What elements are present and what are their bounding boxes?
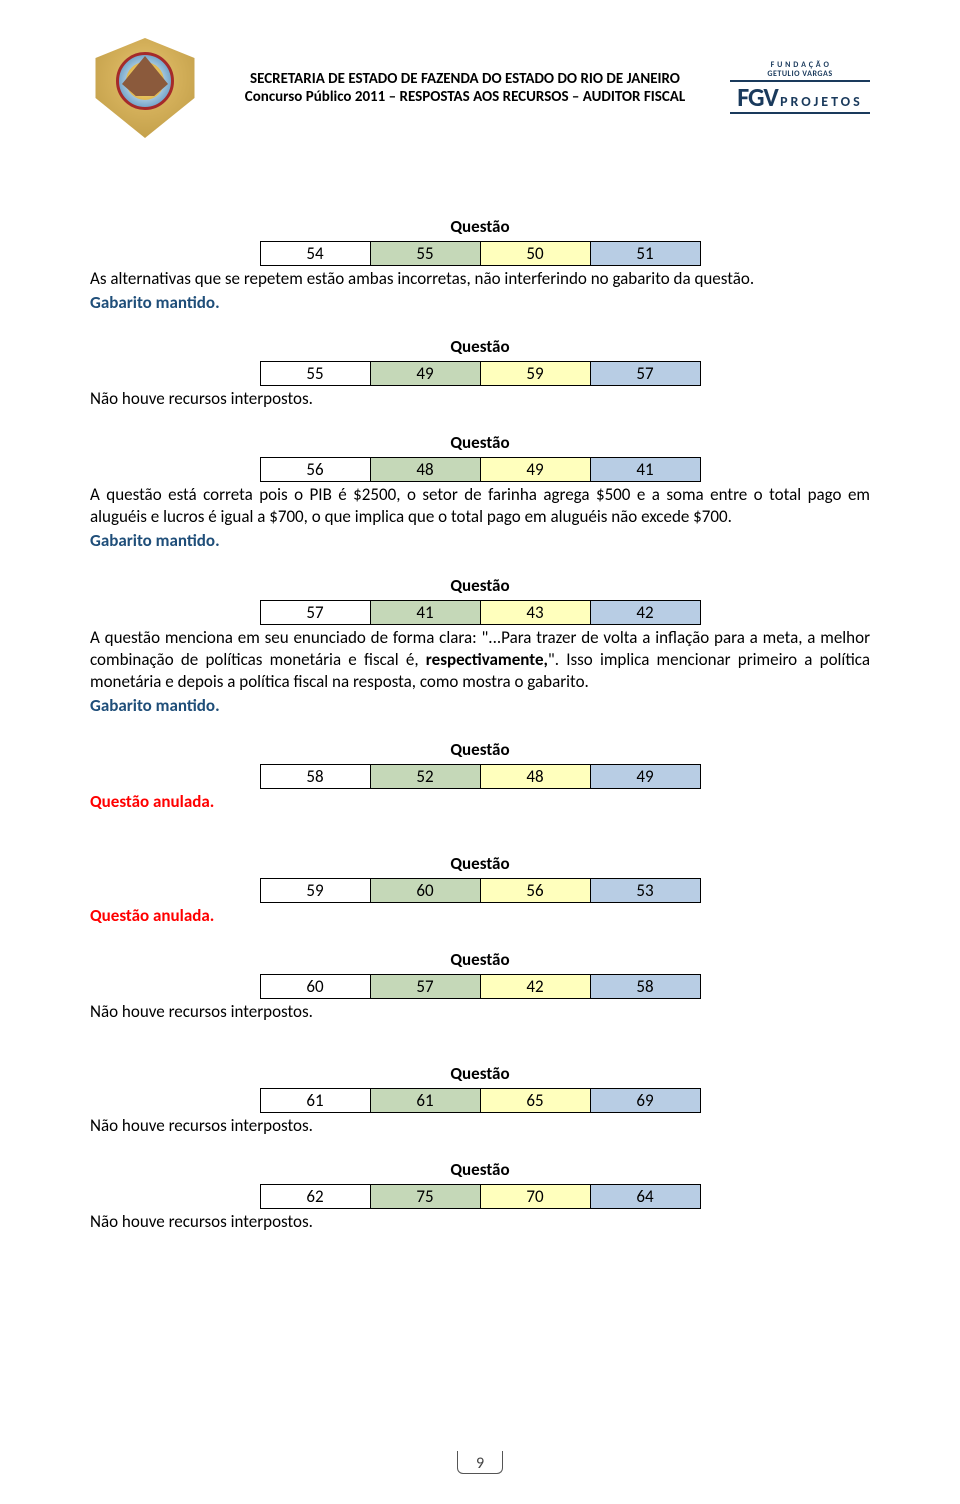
page-number: 9 (457, 1451, 503, 1474)
question-cell: 58 (260, 764, 370, 788)
no-resources-label: Não houve recursos interpostos. (90, 388, 870, 410)
question-table: 55495957 (260, 361, 701, 386)
question-label: Questão (90, 853, 870, 874)
question-cell: 56 (260, 458, 370, 482)
question-table: 58524849 (260, 764, 701, 789)
question-block: Questão 59605653Questão anulada. (90, 853, 870, 927)
question-cell: 53 (590, 879, 700, 903)
question-cell: 58 (590, 975, 700, 999)
question-table: 54555051 (260, 241, 701, 266)
question-cell: 69 (590, 1089, 700, 1113)
fgv-logo: F U N D A Ç Ã O GETULIO VARGAS FGV PROJE… (730, 61, 870, 115)
question-cell: 57 (370, 975, 480, 999)
question-cell: 57 (260, 600, 370, 624)
question-block: Questão58524849Questão anulada. (90, 739, 870, 813)
question-cell: 56 (480, 879, 590, 903)
question-cell: 51 (590, 242, 700, 266)
question-block: Questão57414342A questão menciona em seu… (90, 575, 870, 717)
question-block: Questão 54555051As alternativas que se re… (90, 216, 870, 314)
question-cell: 65 (480, 1089, 590, 1113)
document-body: Questão54555051As alternativas que se re… (90, 216, 870, 1233)
maintained-label: Gabarito mantido. (90, 695, 870, 717)
question-block: Questão61616569Não houve recursos interp… (90, 1063, 870, 1137)
question-cell: 60 (260, 975, 370, 999)
page-footer: 9 (0, 1451, 960, 1474)
question-cell: 75 (370, 1185, 480, 1209)
question-table: 61616569 (260, 1088, 701, 1113)
maintained-label: Gabarito mantido. (90, 292, 870, 314)
annulled-label: Questão anulada. (90, 905, 870, 927)
question-block: Questão 62757064Não houve recursos interp… (90, 1159, 870, 1233)
question-cell: 60 (370, 879, 480, 903)
question-cell: 55 (260, 362, 370, 386)
question-block: Questão 56484941A questão está correta po… (90, 432, 870, 552)
question-cell: 64 (590, 1185, 700, 1209)
question-cell: 42 (590, 600, 700, 624)
question-cell: 50 (480, 242, 590, 266)
header-line1: SECRETARIA DE ESTADO DE FAZENDA DO ESTAD… (210, 70, 720, 88)
question-cell: 48 (480, 764, 590, 788)
question-cell: 49 (590, 764, 700, 788)
question-label: Questão (90, 336, 870, 357)
question-cell: 49 (370, 362, 480, 386)
question-label: Questão (90, 739, 870, 760)
question-cell: 61 (260, 1089, 370, 1113)
question-label: Questão (90, 575, 870, 596)
question-table: 57414342 (260, 600, 701, 625)
question-cell: 48 (370, 458, 480, 482)
question-label: Questão (90, 216, 870, 237)
header-title: SECRETARIA DE ESTADO DE FAZENDA DO ESTAD… (200, 70, 730, 106)
question-block: Questão 60574258Não houve recursos interp… (90, 949, 870, 1023)
annulled-label: Questão anulada. (90, 791, 870, 813)
question-cell: 43 (480, 600, 590, 624)
question-cell: 41 (590, 458, 700, 482)
question-cell: 55 (370, 242, 480, 266)
no-resources-label: Não houve recursos interpostos. (90, 1115, 870, 1137)
question-label: Questão (90, 1063, 870, 1084)
no-resources-label: Não houve recursos interpostos. (90, 1001, 870, 1023)
no-resources-label: Não houve recursos interpostos. (90, 1211, 870, 1233)
question-cell: 59 (480, 362, 590, 386)
question-cell: 41 (370, 600, 480, 624)
header-line2: Concurso Público 2011 – RESPOSTAS AOS RE… (210, 88, 720, 106)
state-seal-logo (90, 38, 200, 138)
question-description: As alternativas que se repetem estão amb… (90, 268, 870, 290)
question-description: A questão menciona em seu enunciado de f… (90, 627, 870, 693)
question-block: Questão 55495957Não houve recursos interp… (90, 336, 870, 410)
question-cell: 54 (260, 242, 370, 266)
question-cell: 49 (480, 458, 590, 482)
question-table: 60574258 (260, 974, 701, 999)
question-table: 62757064 (260, 1184, 701, 1209)
question-description: A questão está correta pois o PIB é $250… (90, 484, 870, 528)
question-cell: 42 (480, 975, 590, 999)
question-cell: 70 (480, 1185, 590, 1209)
question-cell: 59 (260, 879, 370, 903)
question-cell: 57 (590, 362, 700, 386)
question-table: 59605653 (260, 878, 701, 903)
question-label: Questão (90, 432, 870, 453)
maintained-label: Gabarito mantido. (90, 530, 870, 552)
question-cell: 61 (370, 1089, 480, 1113)
question-cell: 52 (370, 764, 480, 788)
question-cell: 62 (260, 1185, 370, 1209)
question-table: 56484941 (260, 457, 701, 482)
question-label: Questão (90, 1159, 870, 1180)
question-label: Questão (90, 949, 870, 970)
document-header: SECRETARIA DE ESTADO DE FAZENDA DO ESTAD… (90, 38, 870, 138)
